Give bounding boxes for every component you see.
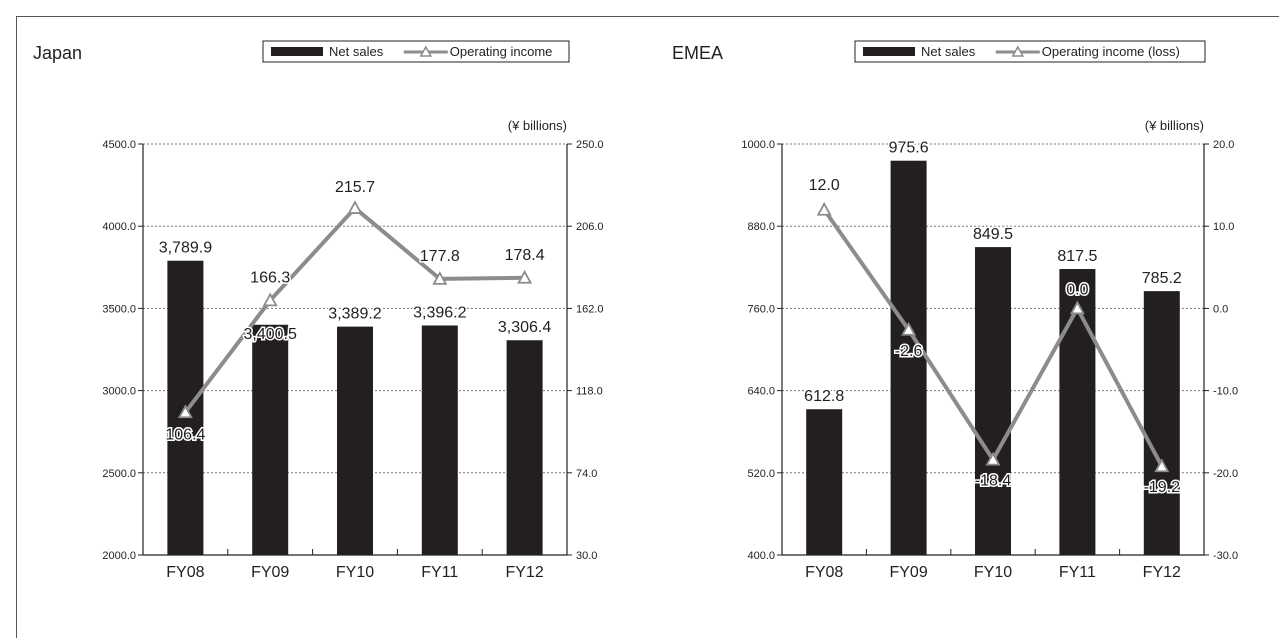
emea-legend-bar-swatch [863,47,915,56]
emea-left-tick-label: 520.0 [747,468,775,480]
emea-left-tick-label: 1000.0 [741,139,775,151]
japan-legend-bar-swatch [271,47,323,56]
emea-line-marker-fy11 [1069,300,1085,315]
japan-left-tick-label: 4000.0 [102,221,136,233]
japan-right-tick-label: 30.0 [576,550,597,562]
emea-bar-fy11 [1059,269,1096,555]
emea-left-tick-label: 640.0 [747,386,775,398]
japan-bar-value-label: 3,789.9 [159,240,212,257]
japan-bar-value-label: 3,396.2 [413,304,466,321]
japan-right-tick-label: 250.0 [576,139,604,151]
japan-bar-fy10 [337,326,373,555]
japan-line-marker-fy12 [517,269,533,284]
emea-line-marker-fy12 [1154,458,1170,473]
emea-x-tick-label: FY12 [1143,564,1181,581]
japan-left-tick-label: 2000.0 [102,550,136,562]
emea-line-value-label: 0.0 [1066,281,1088,298]
emea-bar-value-label: 612.8 [804,388,844,405]
japan-bar-fy09 [252,324,289,555]
emea-line-marker-fy08 [816,201,832,216]
japan-right-tick-label: 74.0 [576,468,597,480]
japan-left-tick-label: 3000.0 [102,386,136,398]
emea-line-value-label: -2.6 [895,343,923,360]
japan-line-value-label: 166.3 [250,269,290,286]
japan-legend-line-marker [419,45,433,57]
emea-right-tick-label: 10.0 [1213,221,1234,233]
japan-bar-fy11 [421,325,458,555]
japan-chart-title: Japan [33,43,82,63]
japan-line-marker-fy10 [347,200,363,214]
emea-right-tick-label: -20.0 [1213,468,1238,480]
japan-x-tick-label: FY08 [166,564,204,581]
emea-line-marker-fy10 [985,451,1001,466]
japan-x-tick-label: FY10 [336,564,374,581]
japan-left-tick-label: 4500.0 [102,139,136,151]
japan-right-tick-label: 206.0 [576,221,604,233]
emea-left-tick-label: 760.0 [747,303,775,315]
emea-bar-fy08 [806,409,843,555]
japan-line-marker-fy09 [262,292,278,307]
japan-bar-value-label: 3,389.2 [328,306,381,323]
emea-bar-value-label: 975.6 [889,140,929,157]
emea-line-value-label: 12.0 [809,177,840,194]
japan-legend-box [262,40,570,63]
emea-legend-box [854,40,1206,63]
japan-x-tick-label: FY11 [421,564,458,581]
emea-x-tick-label: FY10 [974,564,1012,581]
japan-right-tick-label: 162.0 [576,303,604,315]
emea-x-tick-label: FY08 [805,564,843,581]
emea-legend-line-label: Operating income (loss) [1042,44,1180,59]
emea-bar-fy12 [1143,291,1180,555]
japan-legend-bar-label: Net sales [329,44,384,59]
japan-x-tick-label: FY09 [251,564,289,581]
emea-right-tick-label: 20.0 [1213,139,1234,151]
japan-left-tick-label: 2500.0 [102,468,136,480]
emea-unit-label: (¥ billions) [1145,118,1204,133]
japan-line-marker-fy08 [177,404,193,419]
emea-right-tick-label: -30.0 [1213,550,1238,562]
japan-line-value-label: 106.4 [165,426,205,443]
emea-bar-value-label: 849.5 [973,226,1013,243]
japan-legend-line-label: Operating income [450,44,553,59]
emea-left-tick-label: 880.0 [747,221,775,233]
japan-left-tick-label: 3500.0 [102,303,136,315]
japan-bar-fy12 [506,340,543,555]
japan-right-tick-label: 118.0 [576,386,603,398]
emea-bar-fy09 [890,160,927,556]
japan-bar-value-label: 3,400.5 [244,326,297,343]
emea-legend-line-marker [1011,45,1025,57]
japan-line-marker-fy11 [432,271,448,285]
japan-line-value-label: 177.8 [420,248,460,265]
emea-bar-fy10 [975,247,1011,555]
emea-chart-title: EMEA [672,43,723,63]
emea-line-marker-fy09 [901,321,917,336]
emea-right-tick-label: -10.0 [1213,386,1238,398]
japan-x-tick-label: FY12 [505,564,543,581]
japan-line-value-label: 178.4 [505,247,545,264]
emea-left-tick-label: 400.0 [747,550,775,562]
emea-line-value-label: -18.4 [975,473,1012,490]
japan-line-value-label: 215.7 [335,179,375,196]
emea-bar-value-label: 817.5 [1057,248,1097,265]
emea-legend-bar-label: Net sales [921,44,976,59]
emea-x-tick-label: FY11 [1059,564,1096,581]
emea-line-value-label: -19.2 [1144,479,1181,496]
japan-bar-value-label: 3,306.4 [498,319,551,336]
japan-unit-label: (¥ billions) [508,118,567,133]
emea-x-tick-label: FY09 [889,564,927,581]
emea-right-tick-label: 0.0 [1213,303,1228,315]
figure-frame [16,16,1279,638]
emea-bar-value-label: 785.2 [1142,270,1182,287]
